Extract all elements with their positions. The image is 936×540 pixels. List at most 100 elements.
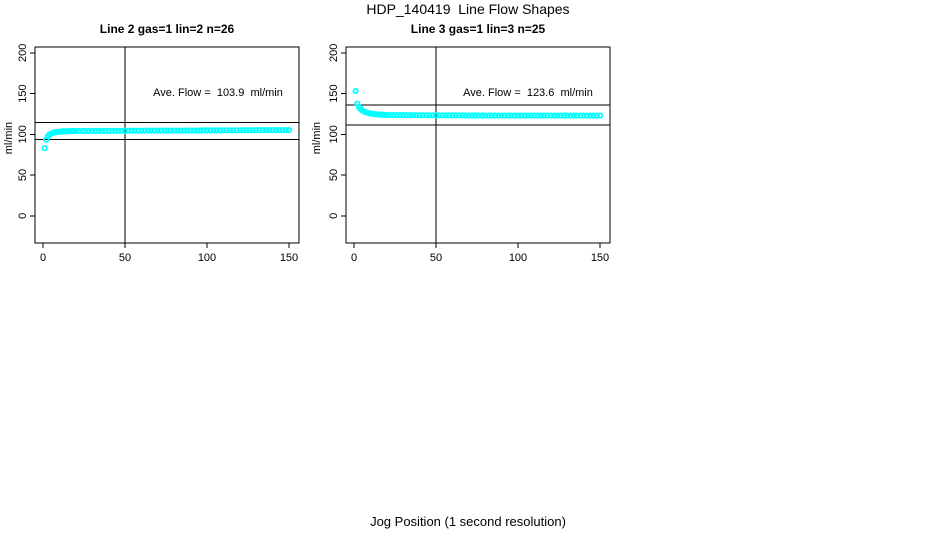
y-axis-label-right: ml/min [310,121,323,155]
data-point [439,112,446,119]
data-point [537,112,545,119]
y-tick-label: 50 [328,169,340,181]
data-point [174,127,181,134]
data-point [557,112,564,119]
data-point [462,112,469,119]
data-point [76,127,83,135]
plot-frame [345,46,611,244]
avg-flow-annotation-right: Ave. Flow = 123.6 ml/min [463,87,593,99]
data-point [276,127,283,134]
data-point [180,127,188,134]
x-tick-label: 50 [119,252,131,264]
data-point [478,112,485,119]
data-point [455,112,463,119]
data-point [226,127,234,134]
data-point [534,112,541,119]
data-point [423,112,430,119]
data-point [217,127,224,134]
y-tick-label: 100 [17,125,29,143]
data-point [197,127,204,134]
main-title: HDP_140419 Line Flow Shapes [366,1,570,17]
data-point [416,112,423,119]
data-point [164,127,171,134]
data-point [426,112,433,119]
data-point [544,112,551,119]
data-point [406,112,413,119]
data-point [102,127,109,134]
data-point [396,112,403,119]
data-point [472,112,479,119]
data-point [560,112,568,119]
data-point [465,112,472,119]
data-point [187,127,194,134]
data-point [98,127,106,134]
data-point [108,127,116,134]
data-point [203,127,211,134]
data-point [272,127,279,134]
data-point [475,112,482,119]
data-point [590,112,597,119]
data-point [105,127,112,134]
data-point [390,112,397,119]
data-point [386,112,394,119]
data-point [125,127,132,134]
y-axis-label-left: ml/min [2,121,15,155]
data-point [511,112,518,119]
data-point [118,127,125,134]
data-point [141,127,148,134]
data-point [131,127,138,134]
data-point [449,112,456,119]
y-tick-label: 0 [17,213,29,219]
data-point [442,112,449,119]
data-point [158,127,165,134]
data-point [213,127,220,134]
y-tick-label: 100 [328,125,340,143]
data-point [495,112,502,119]
data-point [128,127,135,134]
data-point [531,112,538,119]
avg-flow-annotation-left: Ave. Flow = 103.9 ml/min [153,87,283,99]
data-point [573,112,581,119]
data-point [144,127,152,134]
data-point [95,127,102,134]
data-point [413,112,420,119]
data-point [577,112,584,119]
scatter-panel-1: 0 50 100 150 0 50 100 150 200 [328,44,611,264]
y-tick-label: 150 [17,84,29,102]
data-point [72,127,79,135]
scatter-panel-0: 0 50 100 150 0 50 100 150 200 [17,44,300,264]
data-point [567,112,574,119]
data-point [583,112,591,119]
data-point [482,112,489,119]
data-point [190,127,197,134]
data-point [259,127,266,134]
data-point [436,112,443,119]
data-point [200,127,207,134]
data-point [230,127,237,134]
data-point [135,127,142,134]
data-point [429,112,436,119]
data-point [184,127,191,134]
panel-title-left: Line 2 gas=1 lin=2 n=26 [99,22,235,36]
data-point [541,112,548,119]
data-point [527,112,535,119]
plot-frame [34,46,300,244]
data-point [580,112,587,119]
data-point [210,127,217,134]
panel-title-right: Line 3 gas=1 lin=3 n=25 [410,22,546,36]
data-point [524,112,531,119]
x-axis-label: Jog Position (1 second resolution) [370,514,566,529]
data-point [514,112,522,119]
data-point [352,88,359,95]
data-point [564,112,571,119]
data-point [409,112,417,119]
data-point [89,127,96,134]
data-point [223,127,230,134]
data-point [194,127,201,134]
data-point [282,127,289,134]
data-point [220,127,227,134]
data-point [596,112,604,119]
data-point [253,127,260,134]
data-point [383,111,390,119]
